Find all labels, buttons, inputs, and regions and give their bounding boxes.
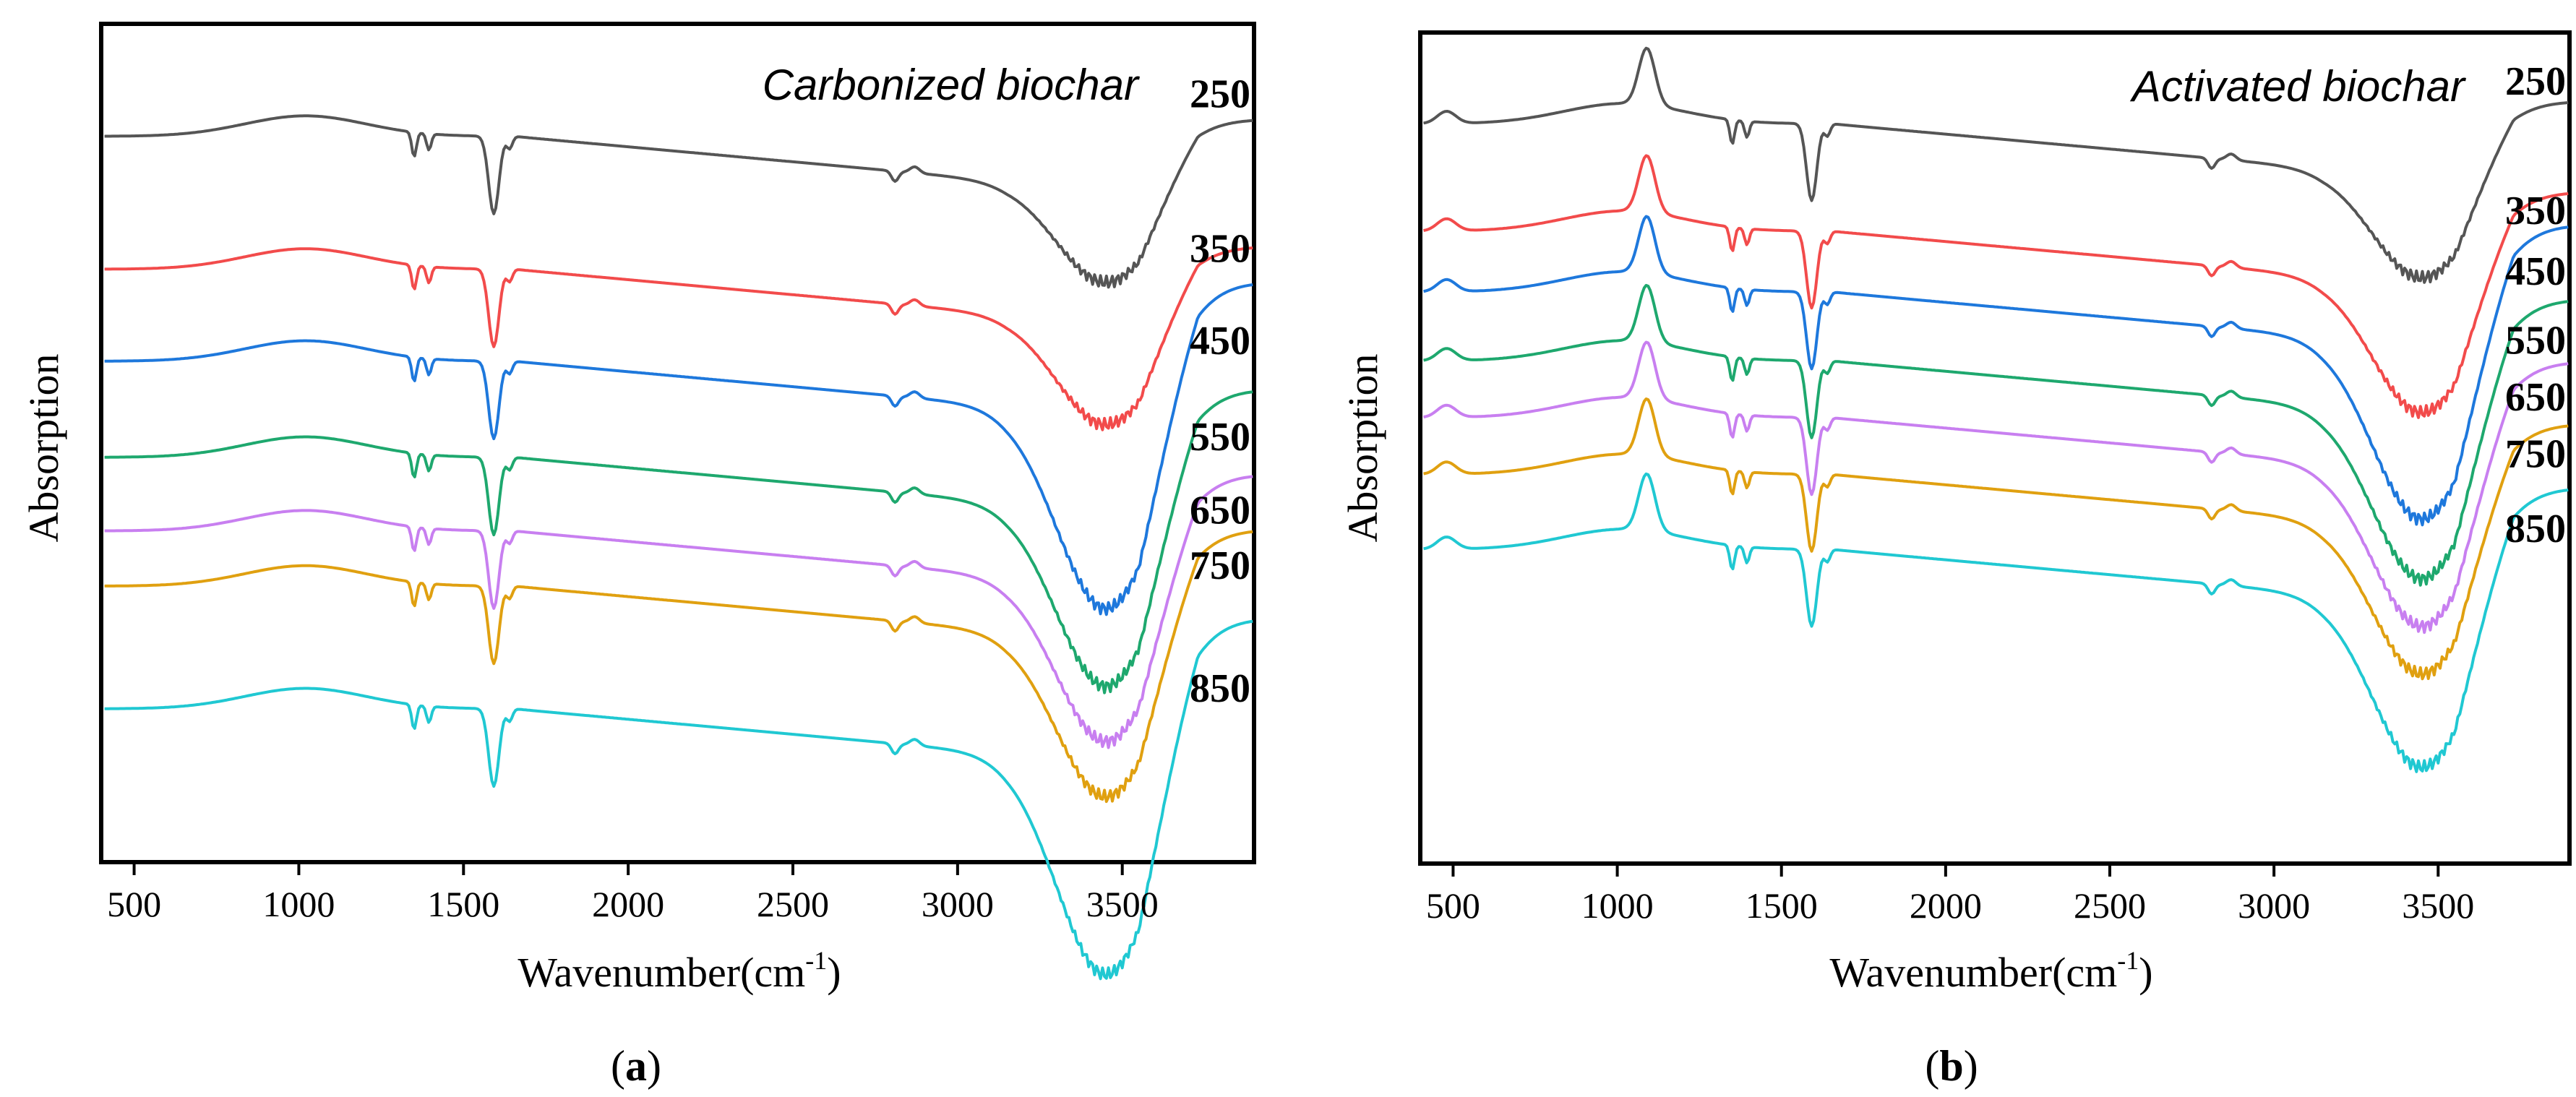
x-axis-title-a: Wavenumber(cm-1) (518, 946, 841, 996)
series-label-1-350: 350 (2505, 189, 2566, 233)
x-tick-label-0-1000: 1000 (262, 884, 335, 924)
series-label-0-850: 850 (1190, 666, 1250, 711)
x-axis-title-b-main: Wavenumber(cm (1829, 949, 2117, 996)
plot-frame-a (99, 22, 1256, 864)
x-tick-label-1-3500: 3500 (2402, 885, 2474, 926)
series-line-1-250 (1423, 46, 2569, 284)
series-label-0-350: 350 (1190, 227, 1250, 272)
series-line-0-750 (104, 530, 1253, 804)
series-label-0-550: 550 (1190, 415, 1250, 460)
panel-b: 250 350 450 550 650 750 850 500 1000 1500 2000 250… (1339, 30, 2572, 1090)
panel-letter-a: a (625, 1042, 647, 1090)
series-line-0-650 (104, 475, 1253, 749)
series-label-0-250: 250 (1190, 72, 1250, 117)
panel-label-b: (b) (1925, 1042, 1978, 1090)
plot-frame-b (1418, 30, 2572, 866)
series-label-1-650: 650 (2505, 375, 2566, 420)
series-line-0-850 (104, 619, 1253, 981)
series-label-0-650: 650 (1190, 489, 1250, 533)
panel-label-a: (a) (611, 1042, 661, 1090)
series-label-1-250: 250 (2505, 59, 2566, 104)
series-line-0-250 (104, 114, 1253, 289)
x-tick-label-1-3000: 3000 (2238, 885, 2310, 926)
chart-title-b: Activated biochar (2130, 62, 2466, 111)
x-tick-label-0-1500: 1500 (427, 884, 499, 924)
x-axis-title-a-main: Wavenumber(cm (518, 949, 805, 996)
series-group-a: 250 350 450 550 650 750 850 (104, 72, 1253, 981)
x-tick-label-1-2500: 2500 (2074, 885, 2146, 926)
x-tick-label-0-2000: 2000 (592, 884, 664, 924)
x-tick-label-1-500: 500 (1426, 885, 1480, 926)
x-tick-label-1-1000: 1000 (1581, 885, 1654, 926)
x-axis-title-a-end: ) (827, 949, 841, 996)
series-line-1-350 (1423, 154, 2569, 419)
series-line-1-750 (1423, 397, 2569, 681)
y-axis-title-b: Absorption (1339, 354, 1386, 543)
x-axis-title-a-sup: -1 (805, 946, 827, 975)
y-axis-title-a: Absorption (20, 354, 67, 543)
series-label-1-850: 850 (2505, 507, 2566, 551)
panel-letter-b: b (1939, 1042, 1963, 1090)
series-line-1-450 (1423, 215, 2569, 527)
series-label-1-750: 750 (2505, 432, 2566, 477)
x-tick-label-0-500: 500 (107, 884, 161, 924)
series-line-0-450 (104, 283, 1253, 616)
series-group-b: 250 350 450 550 650 750 850 (1423, 46, 2569, 773)
x-tick-label-0-3000: 3000 (922, 884, 994, 924)
x-axis-b: 500 1000 1500 2000 2500 3000 3500 (1426, 864, 2474, 926)
x-axis-title-b: Wavenumber(cm-1) (1829, 946, 2152, 996)
x-tick-label-1-2000: 2000 (1910, 885, 1982, 926)
x-axis-title-b-sup: -1 (2117, 946, 2139, 975)
series-label-0-750: 750 (1190, 543, 1250, 588)
series-label-1-450: 450 (2505, 249, 2566, 294)
x-tick-label-0-3500: 3500 (1086, 884, 1159, 924)
x-axis-title-b-end: ) (2139, 949, 2152, 996)
x-tick-label-1-1500: 1500 (1746, 885, 1818, 926)
x-tick-label-0-2500: 2500 (757, 884, 829, 924)
series-line-0-550 (104, 390, 1253, 694)
series-label-1-550: 550 (2505, 318, 2566, 363)
series-line-1-650 (1423, 340, 2569, 634)
x-axis-a: 500 1000 1500 2000 2500 3000 3500 (107, 862, 1159, 924)
series-line-1-550 (1423, 283, 2569, 587)
chart-title-a: Carbonized biochar (763, 61, 1140, 109)
series-label-0-450: 450 (1190, 319, 1250, 363)
series-line-0-350 (104, 246, 1253, 431)
series-line-1-850 (1423, 472, 2569, 773)
